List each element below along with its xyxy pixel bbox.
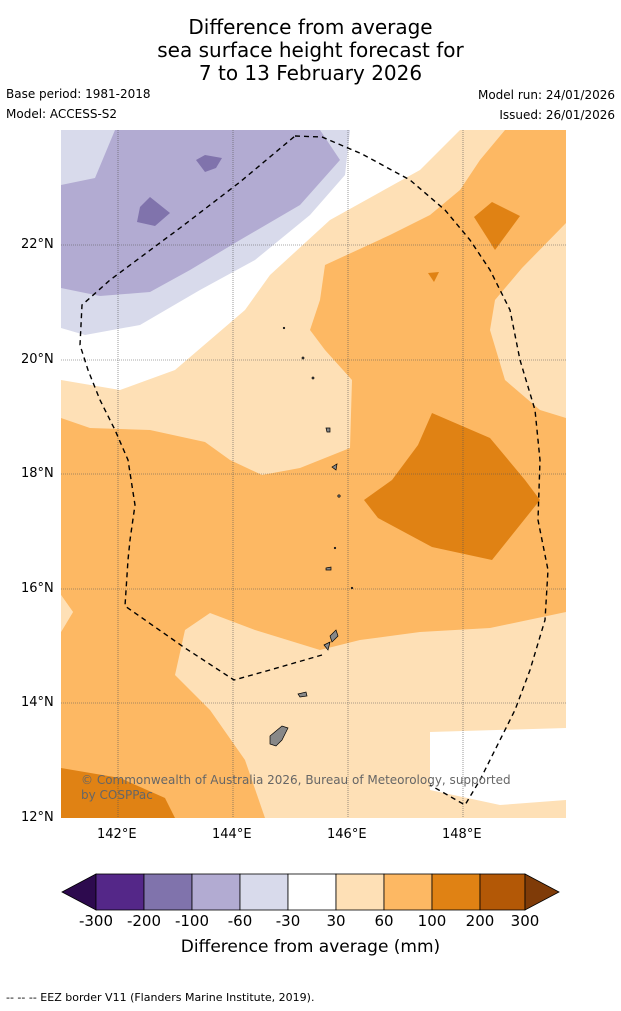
contour-30-60-inner bbox=[61, 595, 73, 632]
contour-minus100-minus200-a bbox=[196, 155, 222, 172]
footnote: -- -- -- EEZ border V11 (Flanders Marine… bbox=[6, 991, 315, 1004]
contour-100-200-b bbox=[474, 202, 520, 250]
lat-tick-16: 16°N bbox=[21, 581, 54, 596]
islands bbox=[269, 326, 354, 747]
title-line-3: 7 to 13 February 2026 bbox=[198, 61, 423, 85]
colorbar-tick: 60 bbox=[374, 912, 394, 930]
lat-tick-22: 22°N bbox=[21, 237, 54, 252]
lat-tick-14: 14°N bbox=[21, 695, 54, 710]
copyright-line-2: by COSPPac bbox=[81, 788, 153, 802]
lat-tick-12: 12°N bbox=[21, 810, 54, 825]
colorbar-tick: 200 bbox=[465, 912, 495, 930]
eez-border bbox=[79, 135, 549, 806]
colorbar-swatch bbox=[191, 873, 241, 911]
colorbar-extend-low bbox=[61, 873, 97, 911]
colorbar-tick: 30 bbox=[326, 912, 346, 930]
contour-100-200-c bbox=[428, 272, 439, 282]
lat-tick-20: 20°N bbox=[21, 352, 54, 367]
colorbar-tick: -100 bbox=[174, 912, 210, 930]
colorbar-title: Difference from average (mm) bbox=[180, 937, 441, 957]
colorbar-tick: 300 bbox=[510, 912, 540, 930]
issued-date: Issued: 26/01/2026 bbox=[499, 108, 615, 122]
colorbar bbox=[61, 873, 560, 911]
colorbar-tick: -300 bbox=[78, 912, 114, 930]
contour-minus100-minus200-b bbox=[137, 197, 170, 226]
colorbar-swatch bbox=[335, 873, 385, 911]
colorbar-swatch bbox=[143, 873, 193, 911]
colorbar-swatch bbox=[287, 873, 337, 911]
base-period: Base period: 1981-2018 bbox=[6, 87, 151, 101]
title-line-1: Difference from average bbox=[188, 15, 433, 39]
title-line-2: sea surface height forecast for bbox=[157, 38, 464, 62]
colorbar-extend-high bbox=[524, 873, 560, 911]
colorbar-swatch bbox=[95, 873, 145, 911]
copyright-line-1: © Commonwealth of Australia 2026, Bureau… bbox=[81, 773, 511, 787]
colorbar-swatch bbox=[431, 873, 481, 911]
lon-tick-148: 148°E bbox=[442, 827, 482, 842]
lon-tick-142: 142°E bbox=[97, 827, 137, 842]
model-name: Model: ACCESS-S2 bbox=[6, 107, 118, 121]
grid-lines bbox=[61, 130, 566, 818]
colorbar-tick: 100 bbox=[417, 912, 447, 930]
lon-tick-144: 144°E bbox=[212, 827, 252, 842]
lat-tick-18: 18°N bbox=[21, 466, 54, 481]
model-run: Model run: 24/01/2026 bbox=[477, 88, 615, 102]
colorbar-tick: -30 bbox=[275, 912, 301, 930]
contour-100-200-a bbox=[364, 413, 540, 560]
colorbar-tick: -60 bbox=[227, 912, 253, 930]
colorbar-swatch bbox=[383, 873, 433, 911]
colorbar-swatch bbox=[479, 873, 526, 911]
contour-neutral-south bbox=[430, 728, 566, 805]
lon-tick-146: 146°E bbox=[327, 827, 367, 842]
colorbar-tick: -200 bbox=[126, 912, 162, 930]
colorbar-swatch bbox=[239, 873, 289, 911]
